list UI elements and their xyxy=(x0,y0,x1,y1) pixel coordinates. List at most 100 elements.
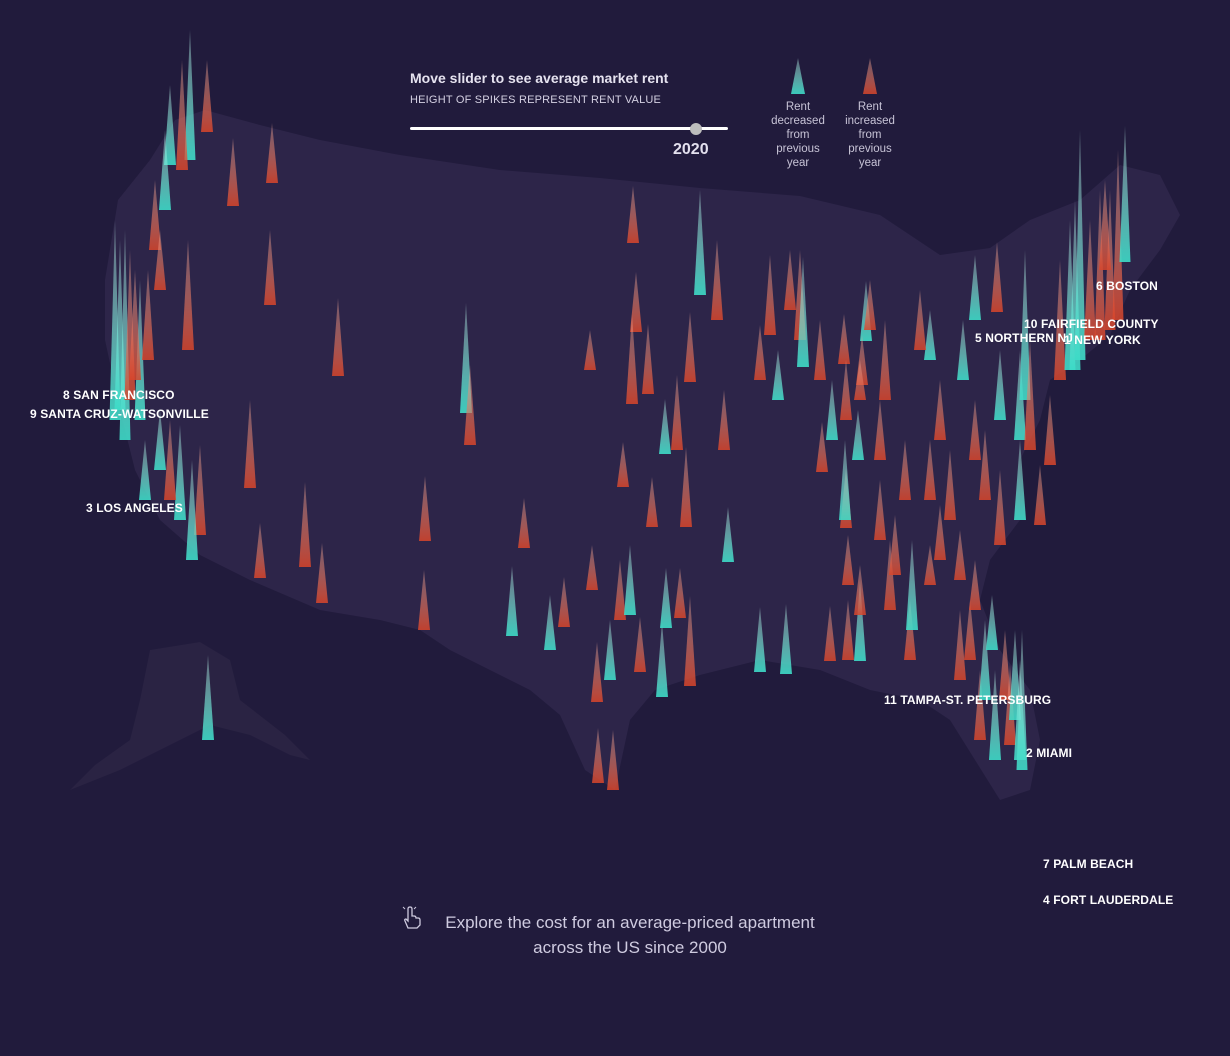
rent-spike[interactable] xyxy=(969,255,981,320)
rent-spike[interactable] xyxy=(134,280,146,420)
rent-spike[interactable] xyxy=(826,380,838,440)
rent-spike[interactable] xyxy=(974,670,986,740)
city-label-fort-lauderdale[interactable]: 4 FORT LAUDERDALE xyxy=(1043,893,1174,907)
rent-spike[interactable] xyxy=(604,620,616,680)
year-slider-track[interactable] xyxy=(410,122,728,135)
rent-spike[interactable] xyxy=(1034,465,1046,525)
rent-spike[interactable] xyxy=(969,560,981,610)
rent-spike[interactable] xyxy=(464,365,476,445)
rent-spike[interactable] xyxy=(797,257,809,367)
rent-spike[interactable] xyxy=(558,577,570,627)
rent-spike[interactable] xyxy=(889,515,901,575)
rent-spike[interactable] xyxy=(924,440,936,500)
rent-spike[interactable] xyxy=(711,240,723,320)
rent-spike[interactable] xyxy=(754,325,766,380)
rent-spike[interactable] xyxy=(874,480,886,540)
rent-spike[interactable] xyxy=(954,530,966,580)
rent-spike[interactable] xyxy=(934,505,946,560)
rent-spike[interactable] xyxy=(989,670,1001,760)
rent-spike[interactable] xyxy=(772,350,784,400)
rent-spike[interactable] xyxy=(999,630,1011,700)
rent-spike[interactable] xyxy=(227,138,239,206)
city-label-los-angeles[interactable]: 3 LOS ANGELES xyxy=(86,501,183,515)
rent-spike[interactable] xyxy=(722,507,734,562)
rent-spike[interactable] xyxy=(1084,220,1096,340)
rent-spike[interactable] xyxy=(944,450,956,520)
rent-spike[interactable] xyxy=(182,240,194,350)
rent-spike[interactable] xyxy=(934,380,946,440)
rent-spike[interactable] xyxy=(824,606,836,661)
rent-spike[interactable] xyxy=(680,447,692,527)
rent-spike[interactable] xyxy=(994,350,1006,420)
city-label-northern-nj[interactable]: 5 NORTHERN NJ xyxy=(975,331,1073,345)
rent-spike[interactable] xyxy=(1016,630,1028,770)
rent-spike[interactable] xyxy=(924,310,936,360)
rent-spike[interactable] xyxy=(630,272,642,332)
rent-spike[interactable] xyxy=(839,440,851,520)
rent-spike[interactable] xyxy=(607,730,619,790)
rent-spike[interactable] xyxy=(1099,180,1111,270)
city-label-santa-cruz[interactable]: 9 SANTA CRUZ-WATSONVILLE xyxy=(30,407,209,421)
rent-spike[interactable] xyxy=(840,360,852,420)
rent-spike[interactable] xyxy=(149,180,161,250)
rent-spike[interactable] xyxy=(674,568,686,618)
rent-spike[interactable] xyxy=(419,476,431,541)
rent-spike[interactable] xyxy=(254,523,266,578)
rent-spike[interactable] xyxy=(684,596,696,686)
rent-spike[interactable] xyxy=(660,568,672,628)
rent-spike[interactable] xyxy=(154,410,166,470)
rent-spike[interactable] xyxy=(764,255,776,335)
city-label-tampa[interactable]: 11 TAMPA-ST. PETERSBURG xyxy=(884,693,1052,707)
rent-spike[interactable] xyxy=(1112,150,1124,320)
rent-spike[interactable] xyxy=(626,314,638,404)
rent-spike[interactable] xyxy=(969,400,981,460)
rent-spike[interactable] xyxy=(694,190,706,295)
rent-spike[interactable] xyxy=(164,420,176,500)
rent-spike[interactable] xyxy=(184,30,196,160)
rent-spike[interactable] xyxy=(874,400,886,460)
city-label-boston[interactable]: 6 BOSTON xyxy=(1096,279,1158,293)
rent-spike[interactable] xyxy=(418,570,430,630)
rent-spike[interactable] xyxy=(642,324,654,394)
rent-spike[interactable] xyxy=(814,320,826,380)
rent-spike[interactable] xyxy=(754,607,766,672)
rent-spike[interactable] xyxy=(627,186,639,243)
rent-spike[interactable] xyxy=(186,460,198,560)
rent-spike[interactable] xyxy=(316,543,328,603)
rent-spike[interactable] xyxy=(979,430,991,500)
rent-spike[interactable] xyxy=(544,595,556,650)
rent-spike[interactable] xyxy=(991,242,1003,312)
rent-spike[interactable] xyxy=(986,595,998,650)
rent-spike[interactable] xyxy=(854,565,866,615)
rent-spike[interactable] xyxy=(592,728,604,783)
city-label-palm-beach[interactable]: 7 PALM BEACH xyxy=(1043,857,1134,871)
rent-spike[interactable] xyxy=(174,425,186,520)
rent-spike[interactable] xyxy=(718,390,730,450)
rent-spike[interactable] xyxy=(838,314,850,364)
rent-spike[interactable] xyxy=(299,482,311,567)
rent-spike[interactable] xyxy=(854,360,866,400)
rent-spike[interactable] xyxy=(1074,130,1086,360)
rent-spike[interactable] xyxy=(1024,340,1036,450)
rent-spike[interactable] xyxy=(624,545,636,615)
rent-spike[interactable] xyxy=(957,320,969,380)
city-label-san-francisco[interactable]: 8 SAN FRANCISCO xyxy=(63,388,175,402)
rent-spike[interactable] xyxy=(816,422,828,472)
rent-spike[interactable] xyxy=(139,440,151,500)
rent-spike[interactable] xyxy=(164,85,176,165)
rent-spike[interactable] xyxy=(129,270,141,380)
rent-spike[interactable] xyxy=(879,320,891,400)
rent-spike[interactable] xyxy=(852,410,864,460)
rent-spike[interactable] xyxy=(780,604,792,674)
rent-spike[interactable] xyxy=(954,610,966,680)
city-label-miami[interactable]: 2 MIAMI xyxy=(1026,746,1073,760)
rent-spike[interactable] xyxy=(899,440,911,500)
rent-spike[interactable] xyxy=(591,642,603,702)
rent-spike[interactable] xyxy=(264,230,276,305)
rent-spike[interactable] xyxy=(684,312,696,382)
rent-spike[interactable] xyxy=(506,566,518,636)
rent-spike[interactable] xyxy=(332,298,344,376)
rent-spike[interactable] xyxy=(864,280,876,330)
rent-spike[interactable] xyxy=(194,445,206,535)
